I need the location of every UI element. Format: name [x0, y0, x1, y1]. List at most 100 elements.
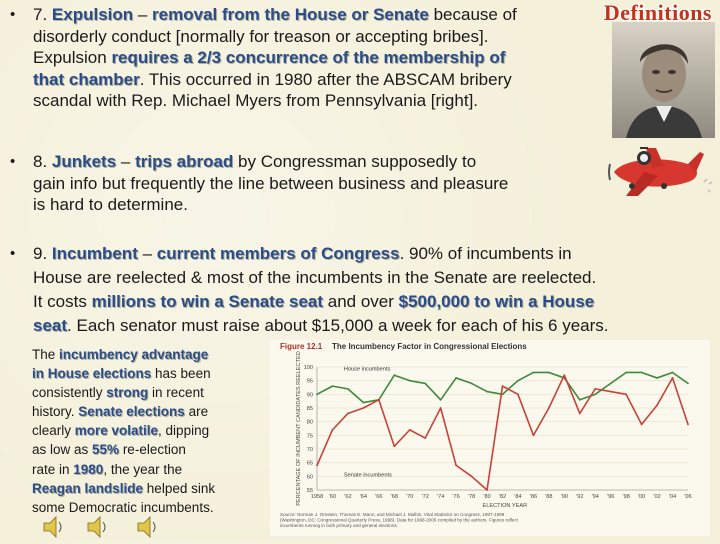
senate-point	[578, 412, 581, 415]
speaker-icon[interactable]	[87, 516, 106, 538]
senate-point	[563, 374, 566, 377]
x-tick-label: '82	[499, 494, 506, 500]
senate-point	[377, 398, 380, 401]
senate-point	[455, 464, 458, 467]
x-tick-label: '84	[514, 494, 521, 500]
bullet-7-line-4: that chamber. This occurred in 1980 afte…	[33, 69, 512, 89]
incumbency-note: The incumbency advantage in House electi…	[32, 345, 257, 517]
x-tick-label: '60	[329, 494, 336, 500]
x-tick-label: '68	[391, 494, 398, 500]
x-tick-label: '02	[653, 494, 660, 500]
house-point	[594, 393, 597, 396]
x-tick-label: '80	[483, 494, 490, 500]
house-point	[362, 401, 365, 404]
x-tick-label: '76	[452, 494, 459, 500]
bullet-9-line-4: seat. Each senator must raise about $15,…	[33, 316, 609, 335]
y-tick-label: 55	[307, 488, 313, 494]
y-axis-label: PERCENTAGE OF INCUMBENT CANDIDATES REELE…	[296, 351, 302, 505]
chart-subtitle: The Incumbency Factor in Congressional E…	[332, 342, 527, 351]
note-line: The incumbency advantage	[32, 347, 209, 362]
chart-source-line: (Washington, DC: Congressional Quarterly…	[280, 518, 519, 523]
note-line: some Democratic incumbents.	[32, 499, 214, 515]
x-axis-label: ELECTION YEAR	[483, 503, 528, 509]
airplane-clipart	[604, 142, 716, 204]
note-line: rate in 1980, the year the	[32, 461, 183, 477]
speaker-icon[interactable]	[43, 516, 62, 538]
house-series-label: House incumbents	[344, 367, 391, 373]
y-tick-label: 75	[307, 433, 313, 439]
house-point	[671, 371, 674, 374]
def-incumbent: current members of Congress	[156, 244, 400, 263]
note-line: consistently strong in recent	[32, 385, 204, 401]
x-tick-label: '88	[545, 494, 552, 500]
house-point	[439, 398, 442, 401]
x-tick-label: '06	[684, 494, 691, 500]
senate-point	[609, 390, 612, 393]
x-tick-label: '04	[669, 494, 676, 500]
house-point	[547, 371, 550, 374]
y-tick-label: 60	[307, 474, 313, 480]
senate-point	[486, 489, 488, 491]
x-tick-label: '62	[344, 494, 351, 500]
bullet-8-line-3: is hard to determine.	[33, 195, 188, 214]
senate-point	[625, 393, 628, 396]
x-tick-label: '72	[422, 494, 429, 500]
bullet-9-line-3: It costs millions to win a Senate seat a…	[33, 292, 595, 311]
note-line: clearly more volatile, dipping	[32, 423, 210, 439]
x-tick-label: '96	[607, 494, 614, 500]
house-point	[455, 377, 458, 379]
audio-speaker-row	[42, 515, 162, 539]
house-point	[470, 382, 473, 385]
speaker-icon[interactable]	[137, 516, 156, 538]
bullet-dot: •	[10, 245, 16, 262]
x-tick-label: '64	[360, 494, 367, 500]
note-line: as low as 55% re-election	[32, 442, 186, 458]
bullet-9-line-1: 9. Incumbent – current members of Congre…	[33, 244, 572, 263]
y-tick-label: 100	[304, 365, 313, 371]
chart-svg: Figure 12.1 The Incumbency Factor in Con…	[280, 342, 692, 528]
x-tick-label: 1958	[311, 494, 323, 500]
senate-point	[656, 404, 658, 407]
house-point	[625, 371, 628, 374]
house-point	[347, 387, 349, 390]
senate-point	[347, 412, 349, 415]
term-expulsion: Expulsion	[51, 5, 134, 24]
house-point	[578, 398, 581, 401]
y-tick-label: 90	[307, 392, 313, 398]
bullet-8-line-1: 8. Junkets – trips abroad by Congressman…	[33, 152, 477, 171]
senate-point	[408, 428, 411, 431]
bullet-7-line-3: Expulsion requires a 2/3 concurrence of …	[33, 48, 506, 67]
senate-point	[393, 445, 396, 448]
portrait-image	[612, 22, 715, 138]
y-tick-label: 95	[307, 379, 313, 385]
chart-source-line: incumbents running in both primary and g…	[280, 523, 398, 528]
house-point	[393, 374, 396, 377]
house-point	[424, 382, 427, 385]
senate-point	[640, 423, 643, 426]
note-line: in House elections has been	[32, 366, 211, 382]
note-line: history. Senate elections are	[32, 404, 209, 420]
x-tick-label: '70	[406, 494, 413, 500]
senate-point	[331, 428, 334, 431]
senate-series-label: Senate incumbents	[344, 472, 392, 478]
senate-point	[424, 437, 427, 439]
x-tick-label: '92	[576, 494, 583, 500]
house-point	[640, 371, 643, 374]
definitions-banner: Definitions	[603, 0, 712, 25]
x-tick-label: '98	[623, 494, 630, 500]
def-expulsion: removal from the House or Senate	[152, 5, 429, 24]
house-point	[316, 393, 318, 396]
senate-point	[687, 423, 689, 426]
x-tick-label: '90	[561, 494, 568, 500]
chart-source-line: Source: Norman J. Ornstein, Thomas E. Ma…	[280, 512, 505, 517]
bullet-7-line-2: disorderly conduct [normally for treason…	[33, 26, 489, 46]
term-junkets: Junkets	[51, 152, 117, 171]
x-tick-label: '00	[638, 494, 645, 500]
house-point	[687, 382, 689, 385]
bullet-7-line-5: scandal with Rep. Michael Myers from Pen…	[33, 91, 479, 110]
def-junkets: trips abroad	[135, 152, 234, 171]
y-tick-label: 85	[307, 406, 313, 412]
house-point	[486, 390, 488, 393]
bullet-8-line-2: gain info but frequently the line betwee…	[33, 173, 509, 193]
y-tick-label: 65	[307, 461, 313, 467]
